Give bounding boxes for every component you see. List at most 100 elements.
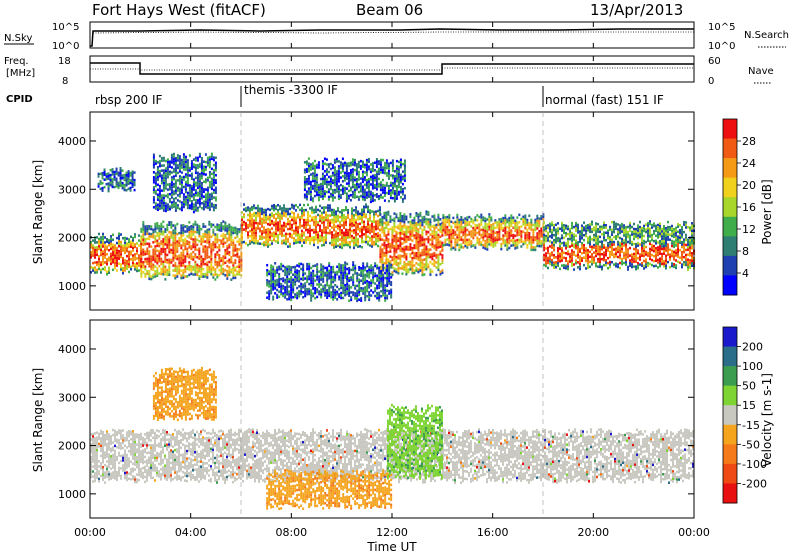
echo-cell [625, 260, 627, 264]
echo-cell [603, 251, 605, 254]
echo-cell [657, 228, 659, 232]
echo-cell [456, 216, 459, 219]
echo-cell [202, 235, 205, 238]
echo-cell [391, 271, 394, 274]
echo-cell [567, 240, 569, 243]
echo-cell [166, 238, 169, 242]
echo-cell [342, 266, 345, 270]
echo-cell [346, 272, 349, 276]
echo-cell [172, 251, 175, 255]
echo-cell [220, 267, 223, 270]
echo-cell [397, 272, 400, 275]
echo-cell [363, 223, 365, 226]
echo-cell [681, 225, 683, 229]
echo-cell [581, 224, 583, 227]
echo-cell [118, 237, 120, 240]
echo-cell [315, 225, 317, 229]
echo-cell [289, 225, 291, 228]
echo-cell [403, 248, 406, 251]
echo-cell [365, 233, 367, 236]
echo-cell [673, 250, 675, 254]
echo-cell [348, 291, 351, 295]
echo-cell [328, 292, 331, 295]
echo-cell [643, 244, 645, 248]
echo-cell [178, 182, 181, 186]
echo-cell [120, 243, 122, 246]
echo-cell [228, 258, 231, 262]
echo-cell [645, 230, 647, 234]
echo-cell [417, 218, 420, 221]
echo-cell [285, 237, 287, 241]
echo-cell [281, 207, 283, 210]
echo-cell [180, 203, 183, 207]
echo-cell [261, 230, 263, 233]
echo-cell [325, 233, 327, 237]
echo-cell [464, 237, 467, 240]
echo-cell [107, 174, 110, 178]
echo-cell [663, 229, 665, 233]
echo-cell [224, 274, 227, 277]
echo-cell [184, 200, 187, 204]
echo-cell [144, 227, 147, 231]
echo-cell [132, 249, 134, 252]
echo-cell [90, 246, 92, 249]
echo-cell [409, 265, 412, 269]
echo-cell [265, 236, 267, 239]
echo-cell [393, 224, 396, 228]
echo-cell [348, 284, 351, 287]
echo-cell [102, 242, 104, 246]
echo-cell [559, 240, 561, 243]
echo-cell [122, 236, 124, 240]
echo-cell [154, 225, 157, 228]
echo-cell [378, 269, 381, 272]
echo-cell [607, 244, 609, 247]
echo-cell [516, 233, 519, 237]
echo-cell [655, 229, 657, 233]
echo-cell [298, 292, 301, 296]
echo-cell [347, 208, 349, 212]
echo-cell [150, 275, 153, 278]
echo-cell [427, 238, 430, 241]
echo-cell [268, 280, 271, 283]
echo-cell [433, 214, 436, 217]
echo-cell [411, 261, 414, 265]
echo-cell [174, 256, 177, 260]
echo-cell [351, 229, 353, 233]
echo-cell [251, 220, 253, 224]
echo-cell [399, 224, 402, 228]
echo-cell [277, 228, 279, 232]
echo-cell [673, 258, 675, 261]
echo-cell [405, 270, 408, 274]
echo-cell [661, 230, 663, 233]
echo-cell [460, 220, 463, 224]
echo-cell [378, 286, 381, 290]
echo-cell [210, 273, 213, 276]
echo-cell [166, 243, 169, 247]
echo-cell [405, 265, 408, 269]
echo-cell [295, 209, 297, 212]
echo-cell [429, 225, 432, 229]
echo-cell [607, 231, 609, 235]
echo-cell [111, 185, 114, 189]
echo-cell [330, 293, 333, 297]
echo-cell [314, 264, 317, 267]
echo-cell [375, 212, 377, 216]
echo-cell [129, 181, 132, 185]
echo-cell [120, 265, 122, 269]
echo-cell [125, 174, 128, 177]
echo-cell [259, 214, 261, 218]
echo-cell [117, 171, 120, 175]
echo-cell [224, 251, 227, 255]
echo-cell [279, 212, 281, 216]
echo-cell [621, 257, 623, 261]
echo-cell [488, 215, 491, 219]
echo-cell [444, 228, 447, 232]
echo-cell [278, 283, 281, 286]
echo-cell [136, 249, 138, 253]
echo-cell [344, 288, 347, 292]
echo-cell [176, 194, 179, 197]
echo-cell [335, 232, 337, 236]
echo-cell [128, 238, 130, 241]
echo-cell [230, 258, 233, 261]
echo-cell [192, 250, 195, 254]
